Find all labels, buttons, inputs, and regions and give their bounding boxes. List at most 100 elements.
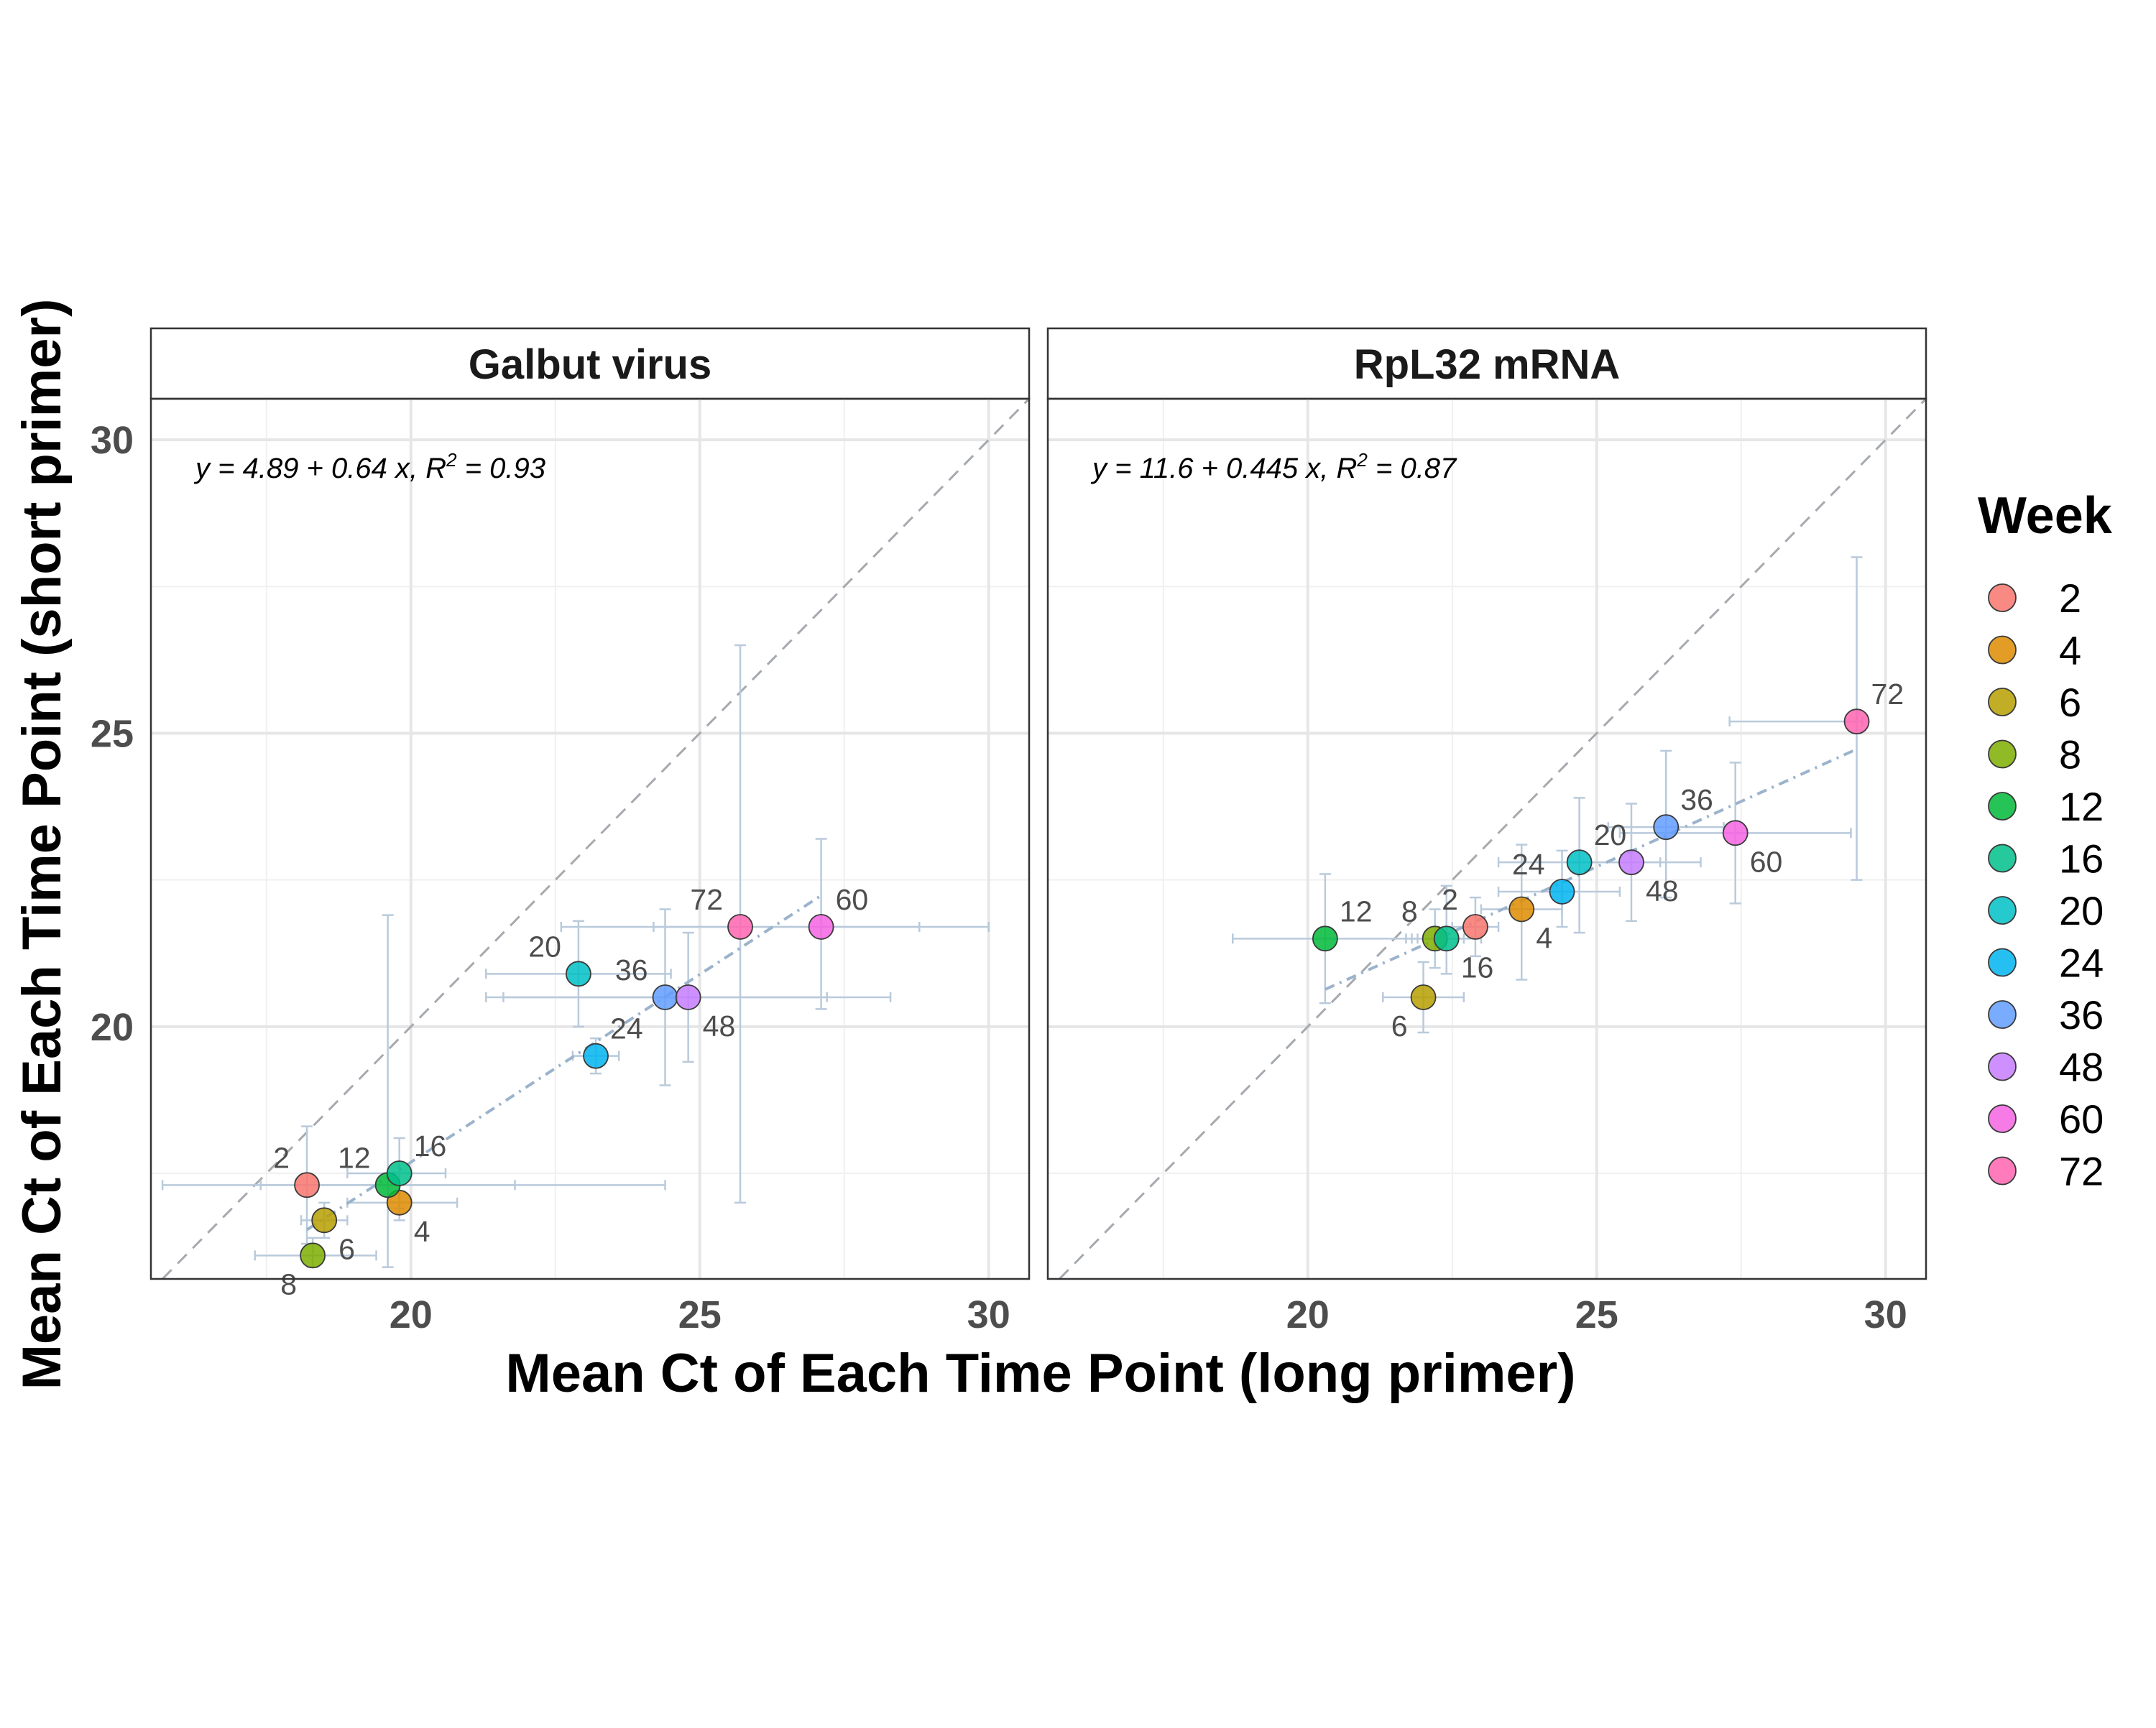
data-point-week-60: [808, 914, 834, 940]
point-label-week-20: 20: [1594, 818, 1627, 851]
point-label-week-2: 2: [273, 1141, 290, 1174]
legend-key: [1988, 1000, 2017, 1029]
panel-border: [149, 397, 1031, 1280]
legend-label: 8: [2059, 732, 2081, 777]
point-label-week-6: 6: [1391, 1009, 1408, 1043]
data-point-week-8: [300, 1242, 326, 1269]
x-tick-label: 25: [1575, 1293, 1618, 1336]
point-label-week-36: 36: [1680, 783, 1713, 816]
data-point-week-2: [294, 1172, 320, 1198]
point-label-week-12: 12: [1340, 895, 1373, 928]
data-point-week-72: [727, 914, 753, 940]
point-label-week-16: 16: [1461, 951, 1494, 984]
data-point-week-48: [675, 984, 701, 1010]
error-bar-week-12: [259, 914, 516, 1268]
y-tick-label: 25: [91, 713, 134, 756]
regression-line: [1325, 747, 1858, 991]
point-label-week-36: 36: [615, 953, 648, 987]
grid-lines: [151, 399, 1029, 1279]
regression-equation: y = 4.89 + 0.64 x, R2 = 0.93: [193, 449, 545, 484]
data-point-week-20: [566, 961, 591, 987]
point-label-week-60: 60: [836, 883, 869, 916]
legend-label: 6: [2059, 680, 2081, 725]
legend-item-week-20: 20: [1988, 888, 2104, 933]
legend-item-week-72: 72: [1988, 1149, 2104, 1194]
error-bar-week-72: [1728, 556, 1864, 881]
data-point-week-6: [311, 1207, 338, 1234]
legend-key: [1988, 948, 2017, 977]
legend-title: Week: [1978, 487, 2113, 545]
data-point-week-16: [1433, 925, 1460, 952]
legend-key: [1988, 1104, 2017, 1133]
legend-item-week-48: 48: [1988, 1045, 2104, 1090]
data-point-week-4: [1508, 896, 1535, 923]
data-point-week-24: [1549, 879, 1575, 905]
data-point-week-12: [1312, 925, 1338, 952]
legend-label: 72: [2059, 1149, 2104, 1194]
legend-label: 2: [2059, 576, 2081, 621]
x-tick-label: 30: [1864, 1293, 1907, 1336]
data-point-week-48: [1618, 849, 1644, 876]
y-axis-title: Mean Ct of Each Time Point (short primer…: [11, 299, 73, 1390]
legend-key: [1988, 896, 2017, 925]
legend-key: [1988, 739, 2017, 769]
data-point-week-36: [1653, 814, 1680, 841]
data-point-week-24: [583, 1043, 609, 1069]
point-label-week-60: 60: [1750, 845, 1783, 878]
legend-label: 20: [2059, 888, 2104, 933]
legend-key: [1988, 583, 2017, 612]
x-axis-title: Mean Ct of Each Time Point (long primer): [505, 1343, 1575, 1404]
x-tick-label: 30: [967, 1293, 1010, 1336]
point-label-week-4: 4: [1536, 922, 1552, 955]
point-label-week-20: 20: [528, 930, 561, 963]
legend-label: 24: [2059, 941, 2104, 986]
legend-item-week-16: 16: [1988, 836, 2104, 882]
legend-key: [1988, 688, 2017, 716]
legend-item-week-60: 60: [1988, 1096, 2104, 1142]
panel-strip: [1046, 327, 1927, 400]
panel-strip: [149, 327, 1031, 400]
data-layer: [161, 399, 1029, 1279]
y-tick-label: 20: [91, 1006, 134, 1049]
legend-item-week-24: 24: [1988, 941, 2104, 986]
legend-key: [1988, 1156, 2017, 1186]
regression-equation: y = 11.6 + 0.445 x, R2 = 0.87: [1090, 449, 1457, 484]
identity-line: [1059, 399, 1926, 1279]
data-point-week-72: [1843, 708, 1870, 735]
legend-key: [1988, 1052, 2017, 1081]
point-label-week-12: 12: [338, 1141, 371, 1174]
point-label-week-6: 6: [338, 1232, 355, 1265]
grid-lines: [1048, 399, 1926, 1279]
x-tick-label: 20: [1286, 1293, 1330, 1336]
legend-item-week-12: 12: [1988, 784, 2104, 829]
data-point-week-2: [1462, 914, 1488, 940]
legend-key: [1988, 635, 2017, 665]
legend-item-week-6: 6: [1988, 680, 2081, 725]
legend-item-week-36: 36: [1988, 992, 2104, 1038]
panel-title: Galbut virus: [469, 341, 711, 388]
point-label-week-72: 72: [690, 883, 723, 916]
data-point-week-16: [386, 1160, 413, 1186]
point-label-week-2: 2: [1442, 883, 1458, 916]
panel-title: RpL32 mRNA: [1354, 341, 1621, 388]
data-layer: [1059, 399, 1926, 1279]
legend-item-week-2: 2: [1988, 576, 2081, 621]
point-label-week-8: 8: [1401, 895, 1418, 928]
legend-label: 12: [2059, 784, 2104, 829]
point-label-week-8: 8: [280, 1267, 297, 1300]
point-label-week-48: 48: [703, 1009, 736, 1043]
panel-border: [1046, 397, 1927, 1280]
legend-label: 36: [2059, 992, 2104, 1038]
data-point-week-20: [1566, 849, 1593, 876]
legend-label: 16: [2059, 836, 2104, 882]
point-label-week-24: 24: [610, 1012, 643, 1045]
point-label-week-72: 72: [1871, 678, 1904, 711]
legend-key: [1988, 792, 2017, 821]
data-point-week-6: [1410, 984, 1437, 1010]
